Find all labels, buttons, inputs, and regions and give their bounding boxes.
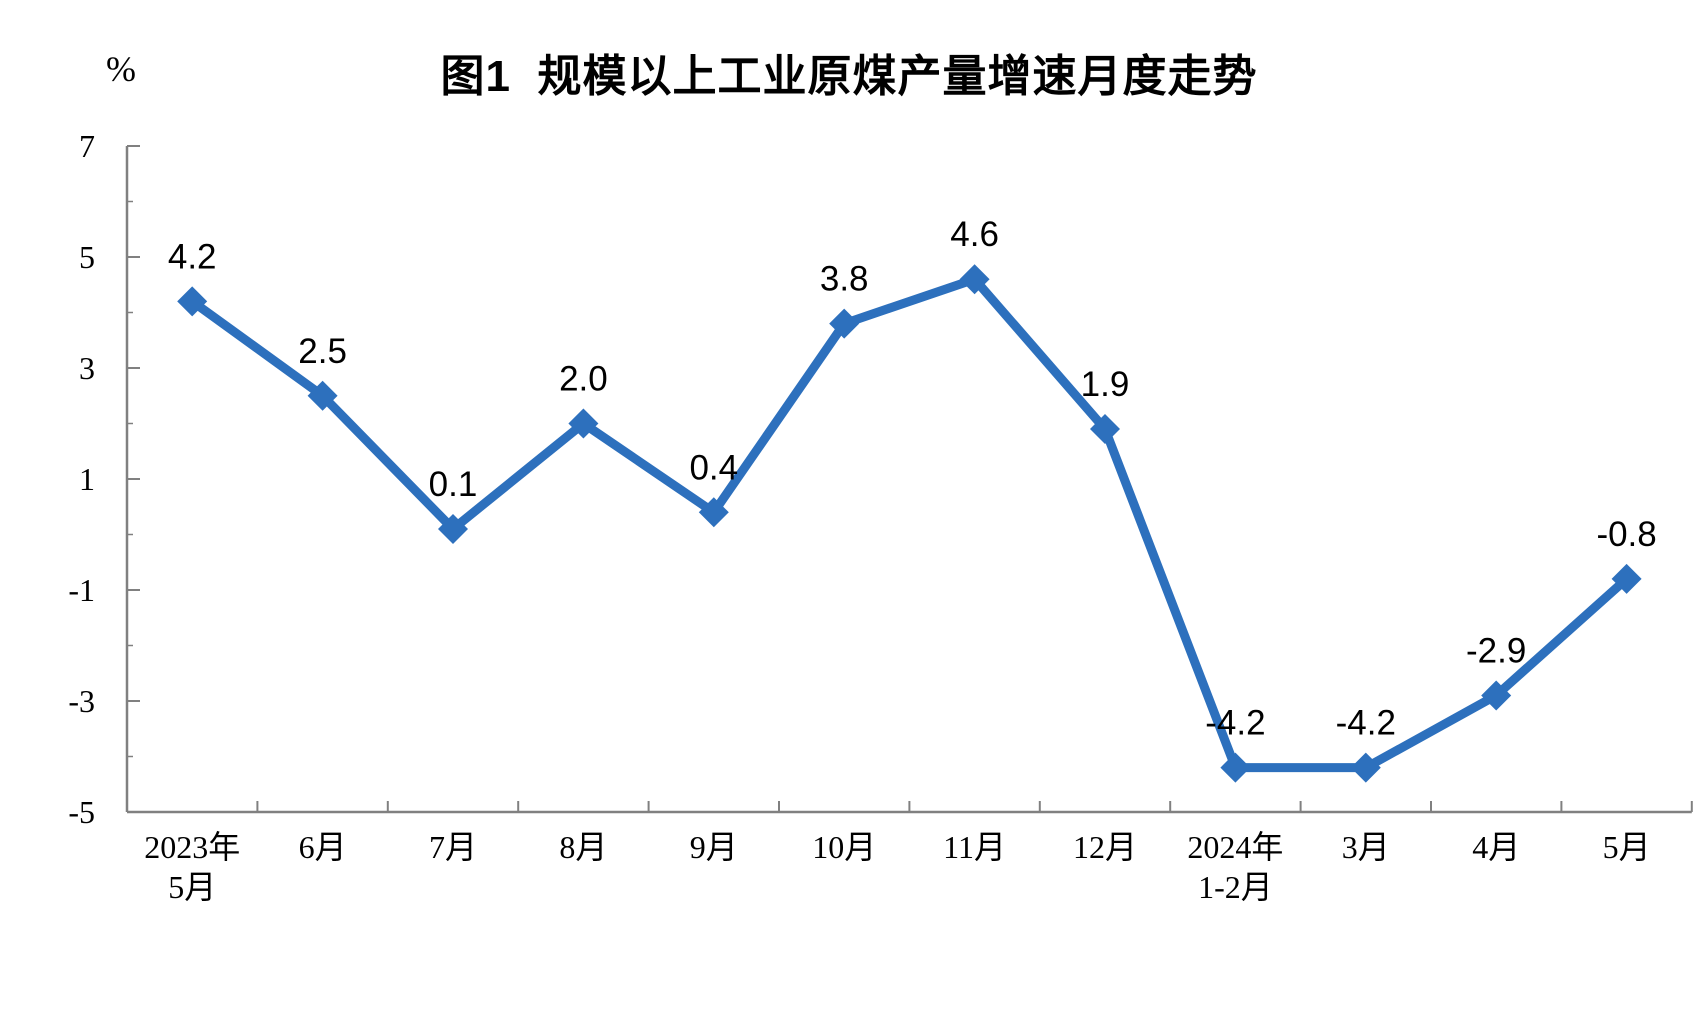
data-point-label: 0.4 [689,448,738,487]
data-point-marker [1481,680,1512,711]
x-tick-label: 4月 [1472,829,1520,865]
x-tick-label: 8月 [559,829,607,865]
x-tick-label: 2024年 1-2月 [1187,829,1283,905]
data-point-label: -4.2 [1336,704,1396,743]
data-point-label: 2.5 [298,332,347,371]
y-tick-label: -3 [68,683,95,719]
data-point-marker [959,264,990,295]
data-point-label: -4.2 [1205,704,1265,743]
data-point-label: 1.9 [1081,365,1130,404]
data-point-marker [307,380,338,411]
y-tick-label: 7 [79,128,95,164]
data-point-label: -0.8 [1596,515,1656,554]
data-point-marker [1220,752,1251,783]
x-tick-label: 12月 [1073,829,1137,865]
y-tick-label: -5 [68,794,95,830]
x-tick-label: 3月 [1342,829,1390,865]
x-tick-label: 10月 [812,829,876,865]
data-point-marker [177,286,208,317]
y-tick-label: 5 [79,239,95,275]
data-point-marker [829,308,860,339]
x-tick-label: 11月 [943,829,1006,865]
y-tick-label: 1 [79,461,95,497]
data-point-marker [438,513,468,544]
data-point-label: 2.0 [559,360,608,399]
y-axis-unit-label: % [106,49,136,89]
x-tick-label: 2023年 5月 [144,829,240,905]
y-tick-label: 3 [79,350,95,386]
chart-title: 图1 规模以上工业原煤产量增速月度走势 [440,52,1258,101]
data-point-marker [568,408,599,439]
data-point-marker [1350,752,1381,783]
x-tick-label: 9月 [690,829,738,865]
data-point-label: 3.8 [820,260,869,299]
data-point-label: -2.9 [1466,631,1526,670]
data-point-marker [1090,414,1120,445]
y-tick-label: -1 [68,572,95,608]
x-tick-label: 5月 [1603,829,1651,865]
series-line [187,274,1632,773]
x-tick-label: 7月 [429,829,477,865]
data-point-marker [698,497,729,528]
data-point-label: 0.1 [429,465,478,504]
data-point-label: 4.6 [950,215,999,254]
x-tick-label: 6月 [299,829,347,865]
data-point-marker [1611,563,1642,594]
data-point-label: 4.2 [168,237,217,276]
